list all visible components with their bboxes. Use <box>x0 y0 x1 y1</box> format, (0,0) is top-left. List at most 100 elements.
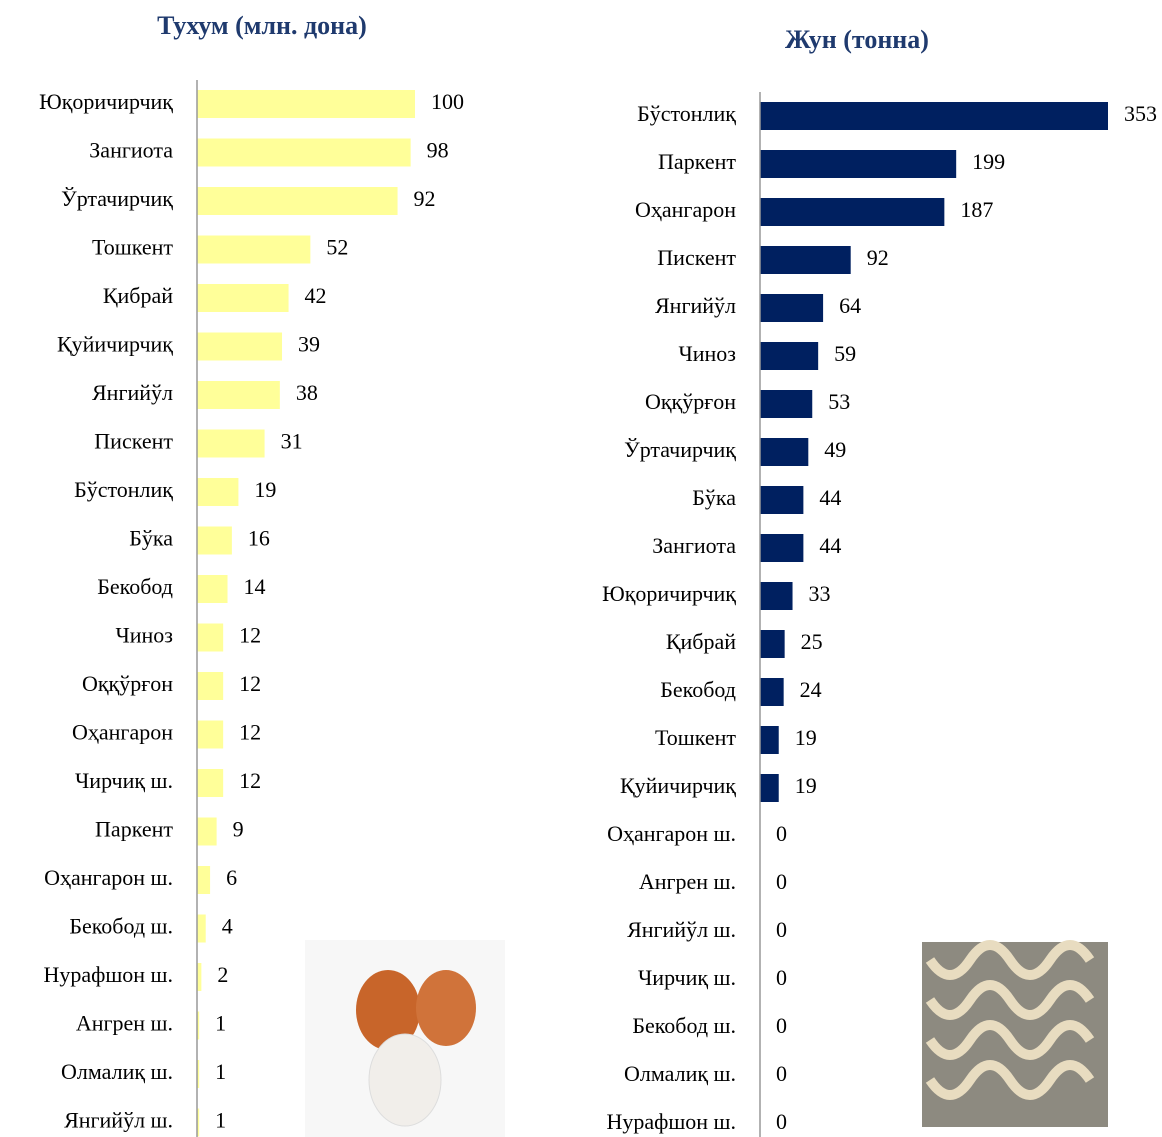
bar <box>197 914 206 943</box>
bar <box>760 726 779 754</box>
value-label: 1 <box>215 1011 226 1036</box>
bar <box>760 246 851 274</box>
value-label: 0 <box>776 869 787 894</box>
bar <box>197 672 224 700</box>
value-label: 31 <box>281 429 303 454</box>
y-tick-label: Пискент <box>657 245 736 270</box>
bar <box>760 198 945 226</box>
bar <box>197 235 311 264</box>
value-label: 12 <box>239 720 261 745</box>
chart-title: Тухум (млн. дона) <box>157 11 367 40</box>
value-label: 6 <box>226 865 237 890</box>
y-tick-label: Юқоричирчиқ <box>39 89 173 114</box>
y-tick-label: Чиноз <box>115 623 173 648</box>
bar <box>197 429 265 458</box>
eggs-picture <box>305 940 505 1137</box>
y-tick-label: Қибрай <box>103 283 173 308</box>
value-label: 19 <box>254 477 276 502</box>
value-label: 14 <box>244 574 266 599</box>
y-tick-label: Олмалиқ ш. <box>624 1061 736 1086</box>
value-label: 2 <box>217 962 228 987</box>
y-tick-label: Янгийўл ш. <box>64 1108 173 1133</box>
bar <box>197 720 224 749</box>
value-label: 16 <box>248 526 270 551</box>
y-tick-label: Бекобод ш. <box>69 914 173 939</box>
y-tick-label: Олмалиқ ш. <box>61 1059 173 1084</box>
value-label: 4 <box>222 914 233 939</box>
value-label: 39 <box>298 332 320 357</box>
value-label: 100 <box>431 89 464 114</box>
bar <box>760 534 804 562</box>
value-label: 0 <box>776 1061 787 1086</box>
value-label: 49 <box>824 437 846 462</box>
y-tick-label: Юқоричирчиқ <box>602 581 736 606</box>
chart-title: Жун (тонна) <box>785 25 929 54</box>
value-label: 19 <box>795 725 817 750</box>
wool-picture <box>922 940 1108 1127</box>
bar <box>197 478 239 506</box>
y-tick-label: Чирчиқ ш. <box>638 965 736 990</box>
bar <box>197 623 224 652</box>
bar <box>760 294 824 322</box>
value-label: 44 <box>819 533 841 558</box>
y-tick-label: Ўртачирчиқ <box>61 186 173 211</box>
bar <box>197 284 289 312</box>
y-tick-label: Чиноз <box>678 341 736 366</box>
y-tick-label: Оққўрғон <box>645 389 736 414</box>
y-tick-label: Тошкент <box>655 725 736 750</box>
y-tick-label: Зангиота <box>89 138 173 163</box>
y-tick-label: Қибрай <box>666 629 736 654</box>
y-tick-label: Ангрен ш. <box>76 1011 173 1036</box>
y-tick-label: Бўка <box>692 485 736 510</box>
bar <box>760 438 809 466</box>
bar <box>197 1108 200 1137</box>
y-tick-label: Янгийўл ш. <box>627 917 736 942</box>
y-tick-label: Оҳангарон <box>72 720 173 745</box>
value-label: 9 <box>233 817 244 842</box>
y-tick-label: Бекобод <box>660 677 736 702</box>
bar <box>197 526 232 555</box>
bar <box>197 332 283 361</box>
y-tick-label: Тошкент <box>92 235 173 260</box>
bar <box>760 150 957 178</box>
value-label: 12 <box>239 768 261 793</box>
y-tick-label: Пискент <box>94 429 173 454</box>
bar <box>197 187 398 215</box>
bar <box>197 769 224 797</box>
y-tick-label: Бўка <box>129 526 173 551</box>
value-label: 0 <box>776 917 787 942</box>
bar <box>760 678 784 706</box>
value-label: 1 <box>215 1108 226 1133</box>
y-tick-label: Чирчиқ ш. <box>75 768 173 793</box>
y-tick-label: Бўстонлиқ <box>74 477 173 502</box>
value-label: 0 <box>776 1013 787 1038</box>
y-tick-label: Оҳангарон ш. <box>44 865 173 890</box>
bar <box>197 138 411 167</box>
bar <box>760 774 779 802</box>
value-label: 24 <box>800 677 822 702</box>
bar <box>197 381 280 409</box>
y-tick-label: Ўртачирчиқ <box>624 437 736 462</box>
bar <box>197 1060 200 1088</box>
y-tick-label: Қуйичирчиқ <box>57 332 173 357</box>
value-label: 0 <box>776 965 787 990</box>
bar <box>760 582 793 610</box>
y-tick-label: Зангиота <box>652 533 736 558</box>
bar <box>760 486 804 514</box>
value-label: 92 <box>414 186 436 211</box>
value-label: 42 <box>305 283 327 308</box>
value-label: 12 <box>239 623 261 648</box>
value-label: 199 <box>972 149 1005 174</box>
y-tick-label: Бекобод <box>97 574 173 599</box>
value-label: 53 <box>828 389 850 414</box>
y-tick-label: Янгийўл <box>92 380 173 405</box>
value-label: 0 <box>776 1109 787 1134</box>
value-label: 353 <box>1124 101 1157 126</box>
value-label: 187 <box>960 197 993 222</box>
bar <box>760 630 785 658</box>
value-label: 19 <box>795 773 817 798</box>
bar <box>197 575 228 603</box>
value-label: 98 <box>427 138 449 163</box>
value-label: 0 <box>776 821 787 846</box>
